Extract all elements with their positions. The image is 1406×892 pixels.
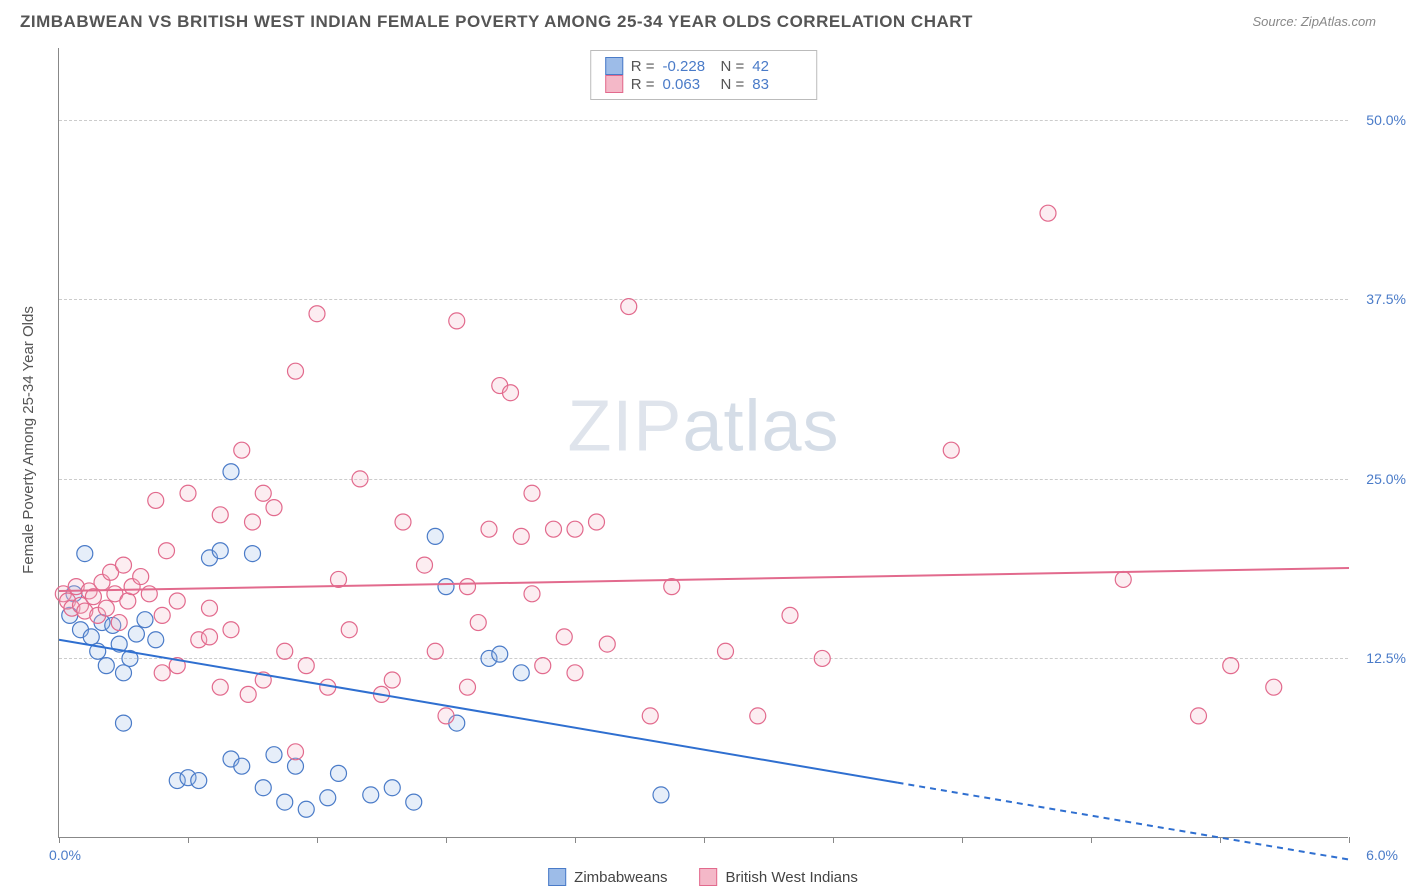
r-value-1: -0.228 [663, 58, 713, 75]
x-origin-label: 0.0% [49, 847, 81, 863]
bottom-legend: Zimbabweans British West Indians [548, 868, 858, 886]
legend-label-2: British West Indians [726, 869, 858, 886]
n-label-2: N = [721, 76, 745, 93]
source-attribution: Source: ZipAtlas.com [1252, 14, 1376, 29]
legend-item-2: British West Indians [700, 868, 858, 886]
r-label-1: R = [631, 58, 655, 75]
plot-area: ZIPatlas 12.5%25.0%37.5%50.0% R = -0.228… [58, 48, 1348, 838]
legend-label-1: Zimbabweans [574, 869, 667, 886]
r-label-2: R = [631, 76, 655, 93]
stats-legend-box: R = -0.228 N = 42 R = 0.063 N = 83 [590, 50, 818, 100]
r-value-2: 0.063 [663, 76, 713, 93]
x-max-label: 6.0% [1366, 847, 1398, 863]
n-value-2: 83 [752, 76, 802, 93]
stats-row-series-2: R = 0.063 N = 83 [605, 75, 803, 93]
n-label-1: N = [721, 58, 745, 75]
y-axis-label: Female Poverty Among 25-34 Year Olds [20, 306, 37, 574]
legend-item-1: Zimbabweans [548, 868, 667, 886]
legend-swatch-1 [548, 868, 566, 886]
swatch-series-1 [605, 57, 623, 75]
n-value-1: 42 [752, 58, 802, 75]
swatch-series-2 [605, 75, 623, 93]
legend-swatch-2 [700, 868, 718, 886]
chart-title: ZIMBABWEAN VS BRITISH WEST INDIAN FEMALE… [20, 12, 973, 32]
stats-row-series-1: R = -0.228 N = 42 [605, 57, 803, 75]
scatter-plot [59, 48, 1348, 837]
